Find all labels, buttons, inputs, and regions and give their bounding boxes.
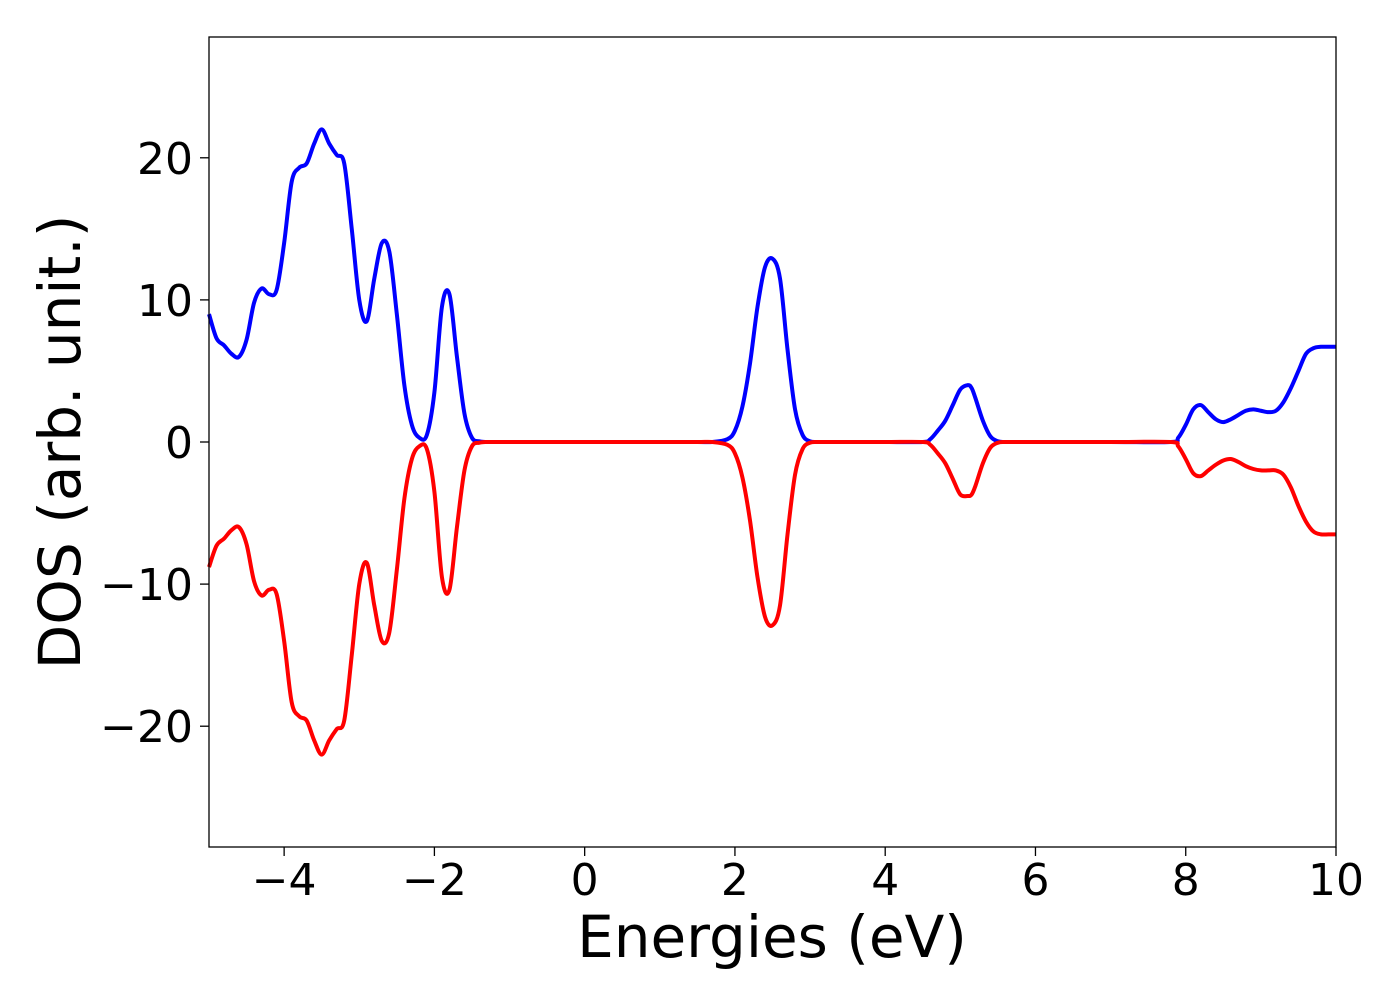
y-tick-label: 20 bbox=[137, 134, 193, 185]
y-tick-label: 0 bbox=[165, 418, 193, 469]
y-tick-label: −20 bbox=[100, 702, 193, 753]
y-axis-ticks: −20 −10 0 10 20 bbox=[100, 134, 209, 753]
x-tick-label: 6 bbox=[1021, 855, 1049, 906]
y-tick-label: 10 bbox=[137, 276, 193, 327]
x-tick-label: 0 bbox=[571, 855, 599, 906]
dos-series-up-line bbox=[207, 127, 1336, 445]
x-tick-label: 4 bbox=[871, 855, 899, 906]
x-axis-label: Energies (eV) bbox=[577, 903, 967, 971]
x-axis-ticks: −4 −2 0 2 4 6 8 10 bbox=[252, 847, 1364, 906]
x-tick-label: 8 bbox=[1172, 855, 1200, 906]
dos-series-down-line bbox=[207, 439, 1336, 757]
x-tick-label: 2 bbox=[721, 855, 749, 906]
y-tick-label: −10 bbox=[100, 560, 193, 611]
x-tick-label: −4 bbox=[252, 855, 317, 906]
series-layer bbox=[207, 127, 1336, 757]
x-tick-label: 10 bbox=[1308, 855, 1364, 906]
x-tick-label: −2 bbox=[402, 855, 467, 906]
y-axis-label: DOS (arb. unit.) bbox=[26, 215, 94, 670]
